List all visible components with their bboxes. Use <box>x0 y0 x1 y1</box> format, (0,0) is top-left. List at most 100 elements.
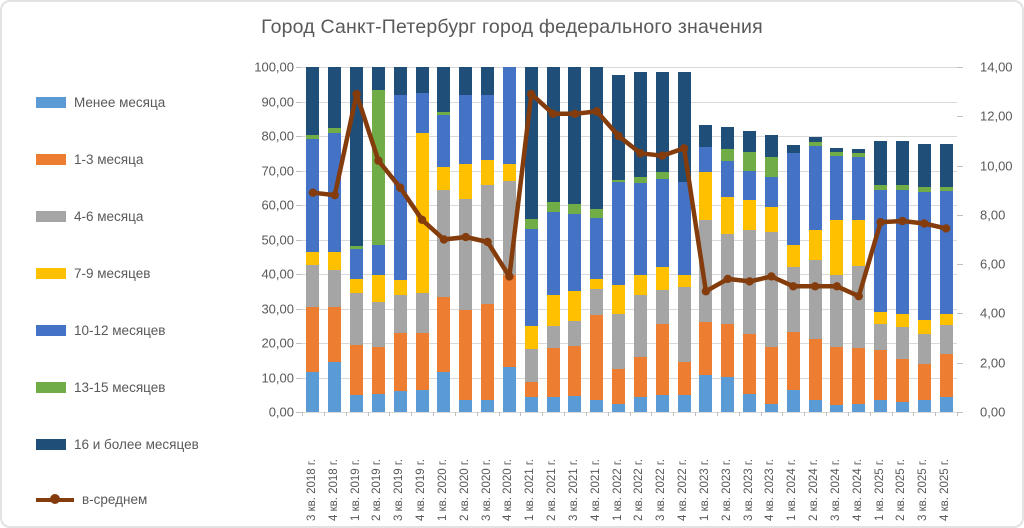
bar-segment <box>306 371 320 412</box>
bar-segment <box>895 358 909 402</box>
x-axis-tick <box>957 412 958 416</box>
left-axis-tick-label: 0,00 <box>268 404 294 420</box>
legend-label: 1-3 месяца <box>74 151 144 167</box>
bar-segment <box>568 346 582 397</box>
x-axis-tick <box>891 412 893 416</box>
stacked-bar <box>415 67 429 412</box>
bar-segment <box>590 67 604 210</box>
legend-item-average: в-среднем <box>36 489 147 509</box>
legend-label: Менее месяца <box>74 94 166 110</box>
x-axis-label: 4 кв. 2023 г. <box>764 459 777 521</box>
bar-segment <box>612 285 626 314</box>
grid-line <box>302 67 957 68</box>
bar-segment <box>306 265 320 307</box>
legend-swatch <box>36 381 66 393</box>
x-axis-tick <box>323 412 325 416</box>
bar-segment <box>917 144 931 188</box>
bar-segment <box>524 349 538 382</box>
x-axis-tick <box>607 412 609 416</box>
bar-segment <box>677 72 691 182</box>
right-axis-tick-label: 0,00 <box>980 404 1006 420</box>
right-axis-tick <box>957 412 963 413</box>
x-axis-tick <box>389 412 391 416</box>
x-axis-tick <box>738 412 740 416</box>
bar-segment <box>459 198 473 311</box>
bar-segment <box>655 72 669 173</box>
stacked-bar <box>895 67 909 412</box>
grid-line <box>302 343 957 344</box>
stacked-bar <box>874 67 888 412</box>
bar-segment <box>786 153 800 246</box>
x-axis-tick <box>542 412 544 416</box>
x-axis-label: 2 кв. 2025 г. <box>895 459 908 521</box>
bar-segment <box>546 326 560 348</box>
bar-segment <box>328 251 342 270</box>
stacked-bar <box>502 67 516 412</box>
legend-swatch <box>36 438 66 450</box>
bar-segment <box>437 67 451 112</box>
left-axis-tick-label: 30,00 <box>261 301 294 316</box>
bar-segment <box>786 331 800 391</box>
bar-segment <box>590 209 604 219</box>
bar-segment <box>306 67 320 135</box>
stacked-bar <box>743 67 757 412</box>
bar-segment <box>328 306 342 362</box>
bar-segment <box>328 269 342 307</box>
legend-line-marker <box>50 494 60 504</box>
stacked-bar <box>481 67 495 412</box>
stacked-bar <box>830 67 844 412</box>
bar-segment <box>590 218 604 279</box>
bar-segment <box>830 275 844 348</box>
bar-segment <box>481 400 495 412</box>
bar-segment <box>306 251 320 266</box>
bar-segment <box>481 95 495 161</box>
bar-segment <box>939 187 953 192</box>
bar-segment <box>699 125 713 148</box>
stacked-bar <box>393 67 407 412</box>
bar-segment <box>764 231 778 348</box>
bar-segment <box>874 189 888 312</box>
bar-segment <box>874 400 888 412</box>
right-axis-tick-label: 14,00 <box>980 59 1013 75</box>
bar-segment <box>677 395 691 412</box>
bar-segment <box>655 323 669 396</box>
bar-segment <box>590 288 604 316</box>
bar-segment <box>350 395 364 412</box>
bar-segment <box>830 151 844 157</box>
left-axis-tick <box>296 136 302 137</box>
bar-segment <box>612 403 626 412</box>
x-axis-label: 3 кв. 2022 г. <box>655 459 668 521</box>
bar-segment <box>874 350 888 401</box>
x-axis-label: 3 кв. 2025 г. <box>917 459 930 521</box>
bar-segment <box>895 313 909 328</box>
bar-segment <box>677 181 691 276</box>
bar-segment <box>786 267 800 332</box>
bar-segment <box>655 290 669 324</box>
bar-segment <box>830 347 844 406</box>
bar-segment <box>481 185 495 304</box>
bar-segment <box>502 275 516 368</box>
bar-segment <box>524 218 538 229</box>
bar-segment <box>546 347 560 398</box>
bar-segment <box>939 143 953 188</box>
x-axis-tick <box>367 412 369 416</box>
stacked-bar <box>350 67 364 412</box>
bar-segment <box>786 245 800 268</box>
bar-segment <box>459 310 473 400</box>
bar-segment <box>502 163 516 181</box>
bar-segment <box>743 130 757 152</box>
bar-segment <box>633 357 647 398</box>
bar-segment <box>415 389 429 412</box>
bar-segment <box>895 190 909 314</box>
bar-segment <box>328 128 342 134</box>
right-axis-tick <box>957 116 963 118</box>
right-axis-tick <box>957 362 963 364</box>
stacked-bar <box>612 67 626 412</box>
bar-segment <box>699 220 713 322</box>
x-axis-label: 1 кв. 2024 г. <box>786 459 799 521</box>
x-axis-label: 3 кв. 2024 г. <box>829 459 842 521</box>
bar-segment <box>415 333 429 390</box>
stacked-bar <box>459 67 473 412</box>
right-axis-tick-label: 8,00 <box>980 207 1006 223</box>
bar-segment <box>459 399 473 412</box>
